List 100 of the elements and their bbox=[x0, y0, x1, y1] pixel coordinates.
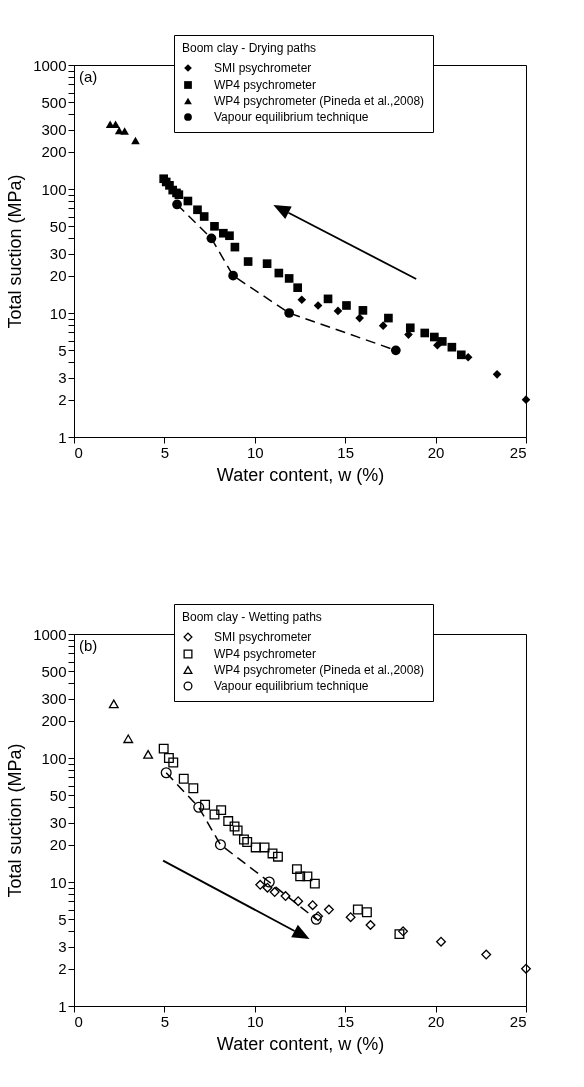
point bbox=[209, 809, 220, 820]
point bbox=[436, 936, 446, 947]
annotation: (b) bbox=[79, 637, 98, 654]
y-tick-label: 30 bbox=[49, 814, 67, 832]
y-tick-label: 2 bbox=[58, 391, 67, 409]
x-tick-label: 15 bbox=[337, 443, 355, 461]
y-tick-label: 10 bbox=[49, 873, 67, 891]
point bbox=[291, 864, 302, 875]
point bbox=[229, 821, 240, 832]
y-tick-label: 300 bbox=[41, 121, 67, 139]
x-tick-label: 5 bbox=[160, 443, 170, 461]
x-tick-label: 15 bbox=[337, 1012, 355, 1030]
y-tick-label: 500 bbox=[41, 662, 67, 680]
point bbox=[345, 912, 356, 923]
x-tick-label: 0 bbox=[74, 1012, 83, 1030]
point bbox=[521, 963, 531, 974]
point bbox=[272, 851, 283, 862]
point bbox=[188, 783, 199, 794]
y-tick-label: 3 bbox=[58, 369, 67, 387]
point bbox=[521, 395, 531, 404]
point bbox=[131, 136, 140, 145]
x-tick-label: 25 bbox=[509, 443, 527, 461]
x-tick-label: 0 bbox=[74, 443, 83, 461]
x-tick-label: 20 bbox=[427, 1012, 445, 1030]
point bbox=[284, 308, 295, 318]
y-tick-label: 1000 bbox=[33, 625, 67, 643]
x-tick-label: 10 bbox=[246, 443, 264, 461]
y-tick-label: 1 bbox=[58, 997, 67, 1015]
legend-label: WP4 psychrometer (Pineda et al.,2008) bbox=[214, 94, 425, 108]
point bbox=[352, 904, 363, 915]
point bbox=[206, 233, 217, 244]
y-tick-label: 5 bbox=[58, 910, 67, 928]
point bbox=[158, 743, 169, 754]
point bbox=[358, 306, 368, 315]
y-tick-label: 50 bbox=[49, 217, 67, 235]
y-tick-label: 30 bbox=[49, 245, 67, 263]
point bbox=[108, 699, 119, 709]
point bbox=[160, 767, 172, 779]
x-axis-title: Water content, w (%) bbox=[216, 1033, 385, 1054]
legend-title: Boom clay - Drying paths bbox=[182, 41, 317, 55]
x-tick-label: 5 bbox=[160, 1012, 170, 1030]
point bbox=[390, 345, 401, 356]
point bbox=[225, 231, 234, 241]
point bbox=[302, 871, 313, 882]
point bbox=[163, 753, 174, 763]
point bbox=[228, 270, 238, 281]
legend-label: Vapour equilibrium technique bbox=[214, 679, 369, 693]
point bbox=[323, 904, 334, 915]
point bbox=[378, 321, 388, 331]
point bbox=[193, 801, 205, 813]
point bbox=[297, 295, 307, 305]
point bbox=[200, 799, 211, 810]
legend-label: WP4 psychrometer bbox=[214, 647, 317, 661]
y-axis-title: Total suction (MPa) bbox=[5, 174, 26, 329]
point bbox=[284, 274, 294, 283]
point bbox=[420, 328, 430, 338]
y-tick-label: 10 bbox=[49, 304, 67, 322]
point bbox=[216, 805, 227, 816]
point bbox=[232, 825, 243, 836]
y-tick-label: 20 bbox=[49, 267, 67, 285]
point bbox=[293, 896, 304, 907]
y-tick-label: 3 bbox=[58, 938, 67, 956]
legend-title: Boom clay - Wetting paths bbox=[182, 610, 322, 624]
point bbox=[178, 773, 189, 784]
legend-label: WP4 psychrometer bbox=[214, 78, 317, 92]
x-tick-label: 10 bbox=[246, 1012, 264, 1030]
y-tick-label: 5 bbox=[58, 341, 67, 359]
point bbox=[280, 891, 291, 902]
y-tick-label: 50 bbox=[49, 786, 67, 804]
point bbox=[168, 757, 179, 768]
point bbox=[193, 205, 202, 215]
point bbox=[361, 907, 372, 918]
point bbox=[293, 283, 302, 293]
point bbox=[210, 222, 219, 231]
point bbox=[243, 257, 253, 266]
point bbox=[456, 350, 466, 360]
point bbox=[405, 323, 415, 333]
point bbox=[430, 332, 439, 342]
point bbox=[199, 212, 209, 221]
y-axis-title: Total suction (MPa) bbox=[5, 743, 26, 898]
point bbox=[342, 301, 351, 310]
point bbox=[447, 342, 457, 352]
x-tick-label: 20 bbox=[427, 443, 445, 461]
y-tick-label: 200 bbox=[41, 143, 67, 161]
y-tick-label: 200 bbox=[41, 712, 67, 730]
y-tick-label: 100 bbox=[41, 749, 67, 767]
point bbox=[143, 749, 154, 759]
point bbox=[255, 879, 266, 890]
point bbox=[295, 871, 306, 882]
x-axis-title: Water content, w (%) bbox=[216, 464, 385, 485]
point bbox=[481, 949, 492, 960]
point bbox=[384, 313, 393, 323]
annotation: (a) bbox=[79, 68, 98, 85]
point bbox=[437, 337, 447, 346]
point bbox=[238, 834, 249, 845]
legend-label: Vapour equilibrium technique bbox=[214, 110, 369, 124]
point bbox=[250, 842, 261, 853]
point bbox=[333, 306, 343, 316]
point bbox=[262, 259, 272, 268]
y-tick-label: 1000 bbox=[33, 56, 67, 74]
